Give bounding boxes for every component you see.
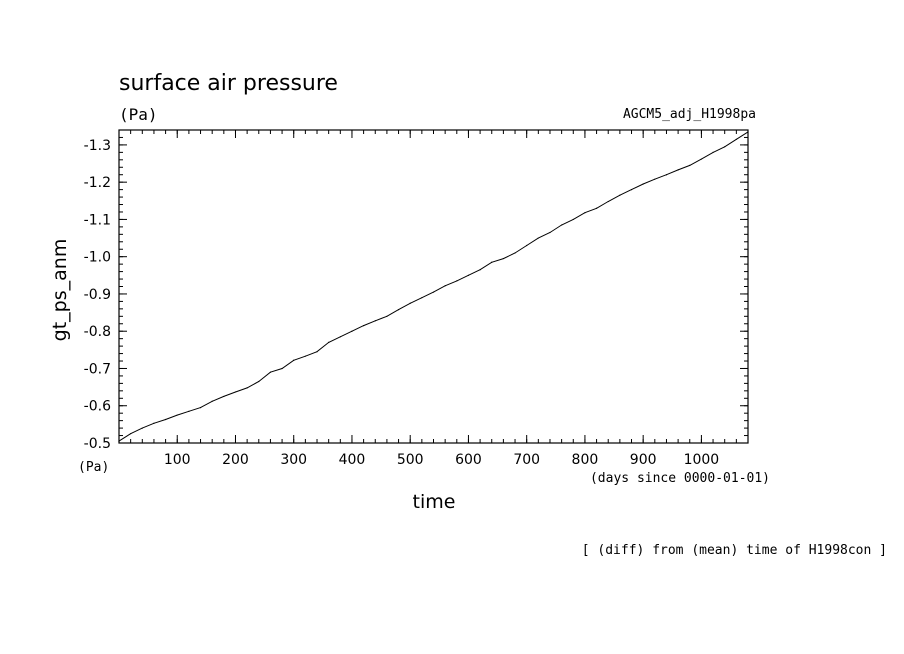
data-point (304, 355, 306, 357)
data-point (293, 359, 295, 361)
data-point (351, 330, 353, 332)
data-point (281, 367, 283, 370)
data-point (630, 189, 633, 191)
x-tick-label: 300 (280, 452, 307, 468)
y-tick-label: -0.9 (84, 287, 111, 303)
data-point (363, 325, 365, 327)
data-point (199, 407, 202, 409)
data-point (572, 218, 574, 221)
data-point (491, 261, 493, 263)
data-point (689, 164, 691, 166)
data-point (747, 131, 749, 133)
y-tick-label: -0.5 (84, 436, 111, 452)
data-point (316, 351, 318, 353)
data-point (374, 320, 376, 322)
data-point (561, 224, 563, 226)
data-point (432, 291, 435, 293)
y-axis-units: (Pa) (78, 460, 109, 475)
x-tick-label: 1000 (684, 452, 720, 468)
data-point (164, 418, 167, 421)
data-point (642, 183, 644, 185)
data-point (700, 158, 703, 160)
data-point (130, 433, 132, 435)
data-point (386, 315, 388, 317)
data-point (456, 280, 458, 282)
data-point (118, 440, 120, 442)
data-point (607, 200, 609, 203)
series-layer (118, 131, 749, 442)
x-tick-label: 600 (455, 452, 482, 468)
data-point (677, 169, 679, 171)
x-axis-units: (days since 0000-01-01) (590, 471, 770, 486)
chart-title: surface air pressure (119, 71, 338, 96)
data-point (467, 274, 470, 276)
data-point (526, 244, 528, 247)
data-point (654, 178, 656, 180)
data-point (584, 212, 586, 214)
data-point (724, 146, 726, 148)
data-point (234, 391, 237, 393)
data-point (269, 371, 272, 373)
y-tick-label: -0.7 (84, 361, 111, 377)
x-tick-label: 900 (630, 452, 657, 468)
y-tick-label: -1.3 (84, 138, 111, 154)
x-tick-label: 500 (397, 452, 424, 468)
data-point (153, 422, 155, 424)
data-point (328, 341, 330, 343)
chart-units: (Pa) (119, 105, 158, 124)
y-tick-label: -1.2 (84, 175, 111, 191)
series-line (118, 131, 749, 442)
x-axis-label: time (413, 491, 456, 513)
x-tick-label: 200 (222, 452, 249, 468)
x-tick-label: 400 (339, 452, 366, 468)
data-point (188, 410, 190, 412)
data-point (176, 414, 178, 416)
data-point (339, 336, 341, 338)
y-tick-label: -1.1 (84, 212, 111, 228)
x-tick-label: 700 (513, 452, 540, 468)
data-point (211, 400, 213, 402)
data-point (595, 207, 598, 209)
data-point (409, 302, 411, 304)
run-label: AGCM5_adj_H1998pa (623, 107, 756, 122)
data-point (479, 269, 481, 271)
data-point (397, 309, 400, 311)
data-point (258, 380, 260, 383)
y-tick-label: -1.0 (84, 250, 111, 266)
data-point (549, 231, 551, 234)
x-tick-label: 100 (164, 452, 191, 468)
data-point (246, 387, 248, 389)
axes: 100 200 300 400 500 600 700 800 900 1000 -0.5 -0.6 -… (84, 129, 749, 468)
data-point (735, 138, 737, 140)
data-point (444, 285, 446, 287)
data-point (619, 194, 621, 196)
data-point (514, 252, 516, 254)
data-point (665, 174, 668, 176)
data-point (502, 257, 504, 260)
plot-frame (118, 129, 749, 444)
data-point (141, 427, 143, 429)
data-point (421, 297, 423, 299)
y-axis-label: gt_ps_anm (49, 239, 71, 342)
x-tick-label: 800 (572, 452, 599, 468)
data-point (712, 151, 714, 153)
data-point (223, 395, 225, 398)
y-tick-label: -0.8 (84, 324, 111, 340)
data-point (537, 237, 539, 239)
y-tick-label: -0.6 (84, 399, 111, 415)
footnote: [ (diff) from (mean) time of H1998con ] (582, 543, 887, 558)
